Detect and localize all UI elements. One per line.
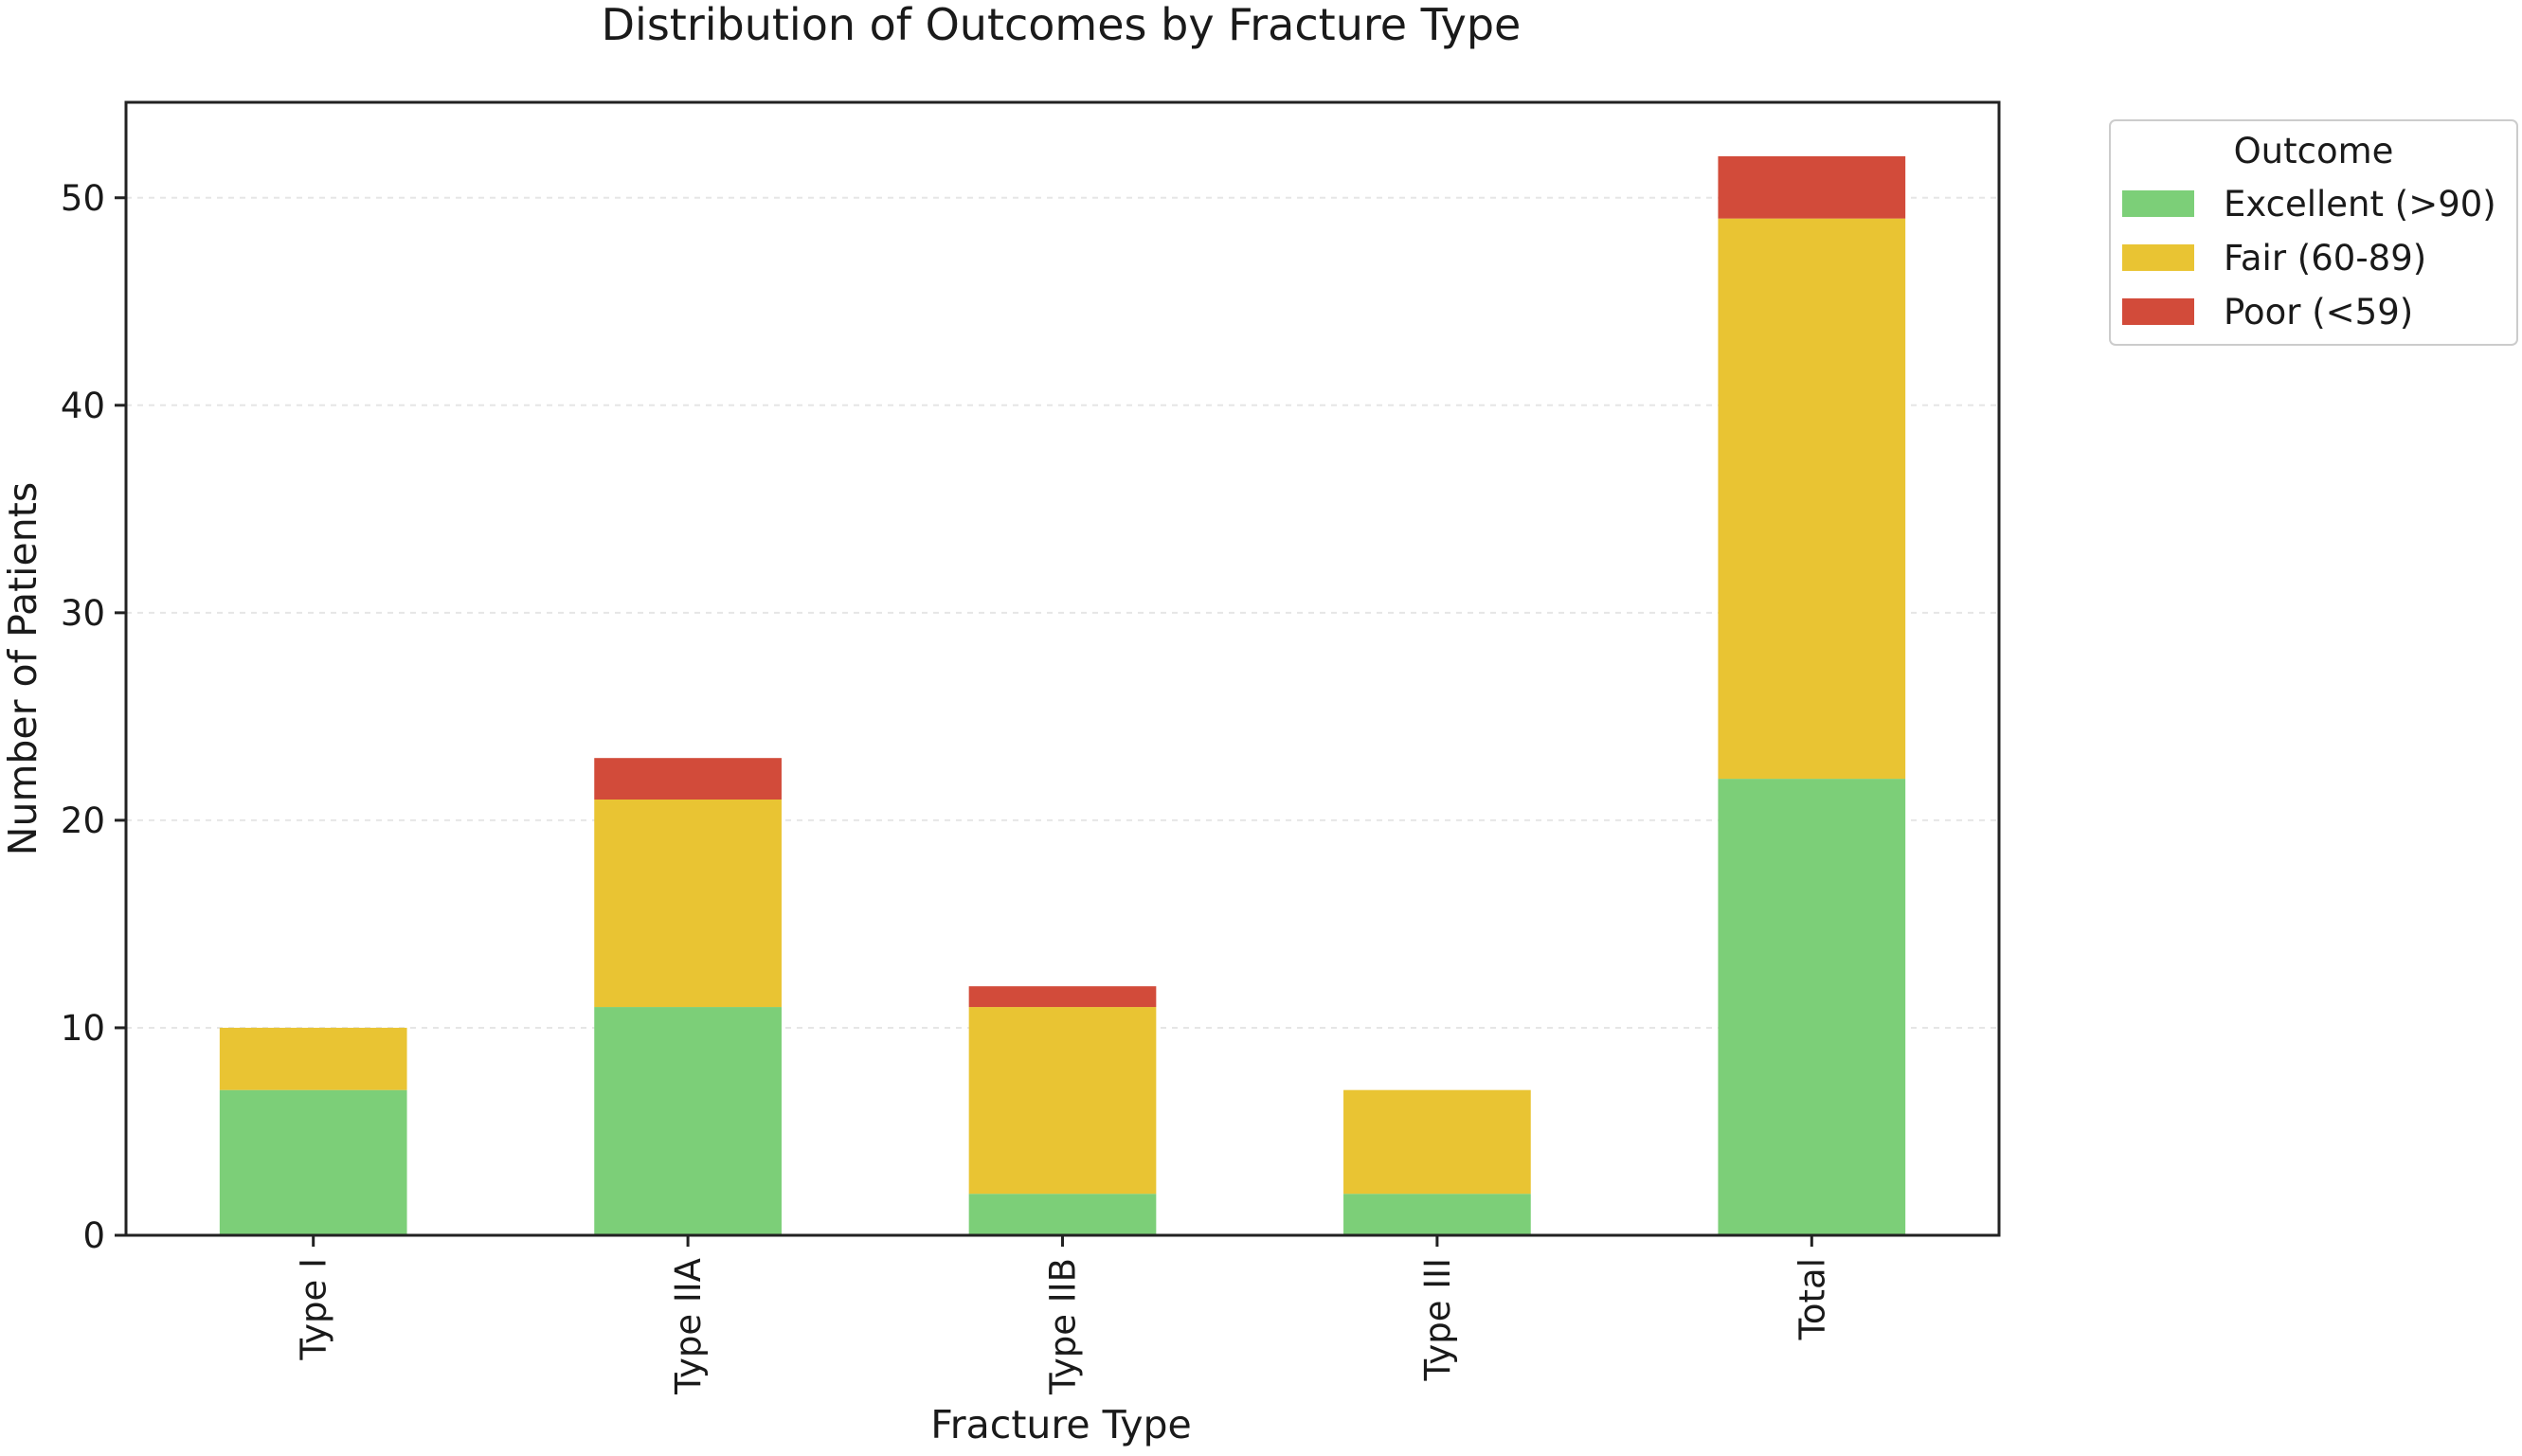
x-tick-label: Type III — [1417, 1258, 1458, 1381]
chart-title: Distribution of Outcomes by Fracture Typ… — [602, 0, 1522, 50]
bar-total-fair — [1718, 218, 1906, 780]
bar-type-iib-poor — [968, 986, 1157, 1008]
bar-type-iii-excellent — [1343, 1194, 1531, 1235]
x-axis: Type I Type IIA Type IIB Type III Total — [294, 1235, 1832, 1395]
legend-title: Outcome — [2234, 131, 2394, 171]
bar-type-iia-fair — [594, 800, 782, 1008]
legend: Outcome Excellent (>90) Fair (60-89) Poor … — [2109, 119, 2518, 346]
y-tick-label: 40 — [61, 386, 105, 426]
y-tick-label: 10 — [61, 1008, 105, 1049]
bar-type-iib-fair — [968, 1007, 1157, 1195]
bar-total-excellent — [1718, 779, 1906, 1235]
x-tick-label: Type IIA — [668, 1258, 709, 1395]
legend-label-poor: Poor (<59) — [2224, 292, 2413, 333]
legend-items: Excellent (>90) Fair (60-89) Poor (<59) — [2122, 184, 2496, 333]
legend-swatch-excellent — [2122, 190, 2194, 217]
bar-type-i-fair — [219, 1027, 407, 1090]
bar-type-iia-poor — [594, 758, 782, 800]
y-tick-label: 0 — [82, 1215, 105, 1256]
x-tick-label: Type IIB — [1043, 1258, 1084, 1395]
bar-total-poor — [1718, 155, 1906, 219]
x-tick-label: Total — [1792, 1258, 1832, 1340]
bars — [219, 155, 1906, 1235]
y-tick-label: 50 — [61, 178, 105, 219]
legend-label-fair: Fair (60-89) — [2224, 238, 2426, 279]
legend-label-excellent: Excellent (>90) — [2224, 184, 2496, 225]
x-tick-label: Type I — [294, 1258, 334, 1361]
bar-type-iib-excellent — [968, 1194, 1157, 1235]
x-axis-label: Fracture Type — [930, 1402, 1192, 1447]
bar-type-iia-excellent — [594, 1007, 782, 1235]
y-tick-label: 30 — [61, 593, 105, 634]
bar-type-i-excellent — [219, 1089, 407, 1235]
y-tick-label: 20 — [61, 800, 105, 841]
legend-frame — [2109, 119, 2518, 346]
y-axis-label: Number of Patients — [0, 482, 45, 855]
bar-type-iii-fair — [1343, 1089, 1531, 1195]
legend-swatch-poor — [2122, 298, 2194, 325]
y-axis: 0 10 20 30 40 50 — [61, 178, 126, 1256]
legend-swatch-fair — [2122, 244, 2194, 271]
